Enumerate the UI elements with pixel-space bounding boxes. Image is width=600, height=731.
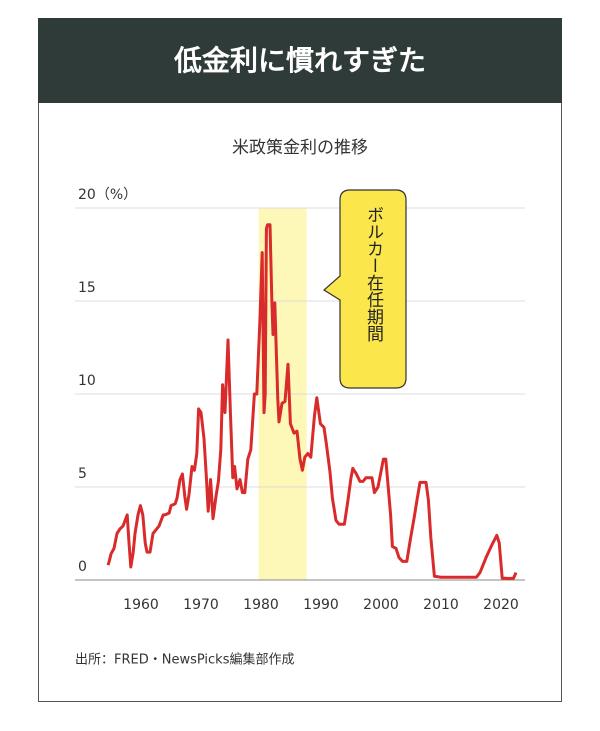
header-title: 低金利に慣れすぎた — [173, 44, 426, 77]
x-tick-label: 2010 — [423, 597, 459, 613]
y-tick-label: 10 — [78, 373, 96, 389]
x-tick-label: 2020 — [483, 597, 519, 613]
x-tick-label: 1970 — [183, 597, 219, 613]
callout-label: ボルカー在任期間 — [363, 206, 384, 343]
y-tick-label: 5 — [78, 466, 87, 482]
x-tick-label: 2000 — [363, 597, 399, 613]
y-tick-label: 20（%） — [78, 187, 137, 203]
x-tick-label: 1980 — [243, 597, 279, 613]
chart-title: 米政策金利の推移 — [232, 138, 368, 158]
x-tick-label: 1990 — [303, 597, 339, 613]
callout-bubble — [322, 189, 407, 389]
source-note: 出所：FRED・NewsPicks編集部作成 — [75, 652, 294, 668]
line-series — [106, 223, 518, 581]
plot: 0 5 10 15 20（%） 1960 1970 1980 1990 2000 2010 2020 — [75, 187, 525, 613]
y-tick-label: 0 — [78, 559, 87, 575]
y-tick-label: 15 — [78, 280, 96, 296]
header-band — [38, 18, 562, 103]
x-tick-label: 1960 — [123, 597, 159, 613]
